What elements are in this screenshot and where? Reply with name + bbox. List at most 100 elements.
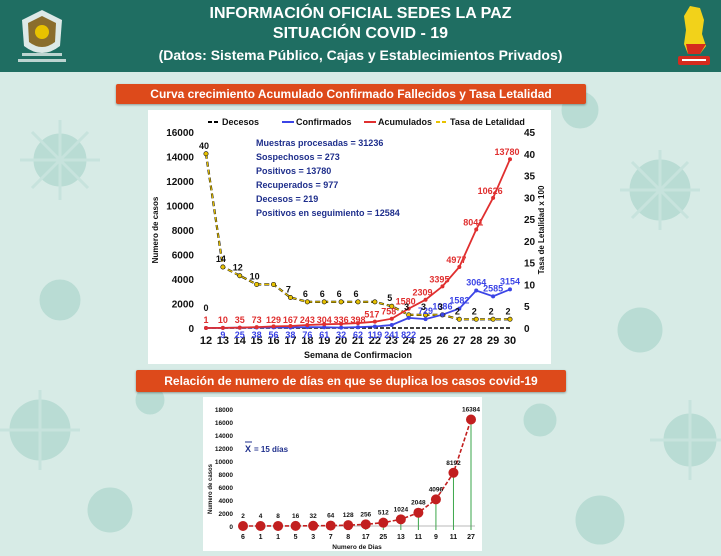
acumulados-label: 4977 (446, 255, 466, 265)
legend-label: Decesos (222, 117, 259, 127)
x-tick-label: 18 (301, 335, 313, 347)
acumulados-label: 336 (334, 315, 349, 325)
y-tick-label: 6000 (219, 485, 234, 492)
x-tick-label: 14 (234, 335, 247, 347)
value-label: 2 (241, 513, 245, 520)
acumulados-point (356, 321, 360, 326)
y-axis-label: Numero de casos (151, 196, 160, 263)
gobernacion-logo (18, 10, 66, 62)
acumulados-point (406, 306, 411, 311)
confirmados-point (491, 294, 496, 299)
x-tick-label: 25 (379, 534, 387, 541)
sedes-logo (678, 6, 710, 65)
letalidad-point (321, 299, 327, 305)
letalidad-point (220, 264, 226, 270)
y-tick-label: 16000 (215, 420, 233, 427)
confirmados-label: 2585 (483, 283, 503, 293)
value-label: 2048 (411, 500, 426, 507)
acumulados-label: 167 (283, 315, 298, 325)
acumulados-label: 2309 (413, 288, 433, 298)
acumulados-label: 10 (218, 315, 228, 325)
acumulados-point (288, 323, 293, 328)
x-tick-label: 27 (467, 534, 475, 541)
acumulados-label: 1 (203, 315, 208, 325)
y2-tick-label: 35 (524, 172, 536, 183)
letalidad-label: 7 (286, 285, 291, 295)
value-label: 32 (310, 513, 318, 520)
letalidad-label: 3 (421, 302, 426, 312)
letalidad-point (456, 316, 462, 322)
confirmados-label: 61 (319, 330, 329, 340)
letalidad-point (254, 281, 260, 287)
y2-tick-label: 15 (524, 259, 536, 270)
letalidad-label: 3 (438, 302, 443, 312)
y-tick-label: 10000 (215, 459, 233, 466)
legend-label: Confirmados (296, 117, 352, 127)
doubling-point (395, 514, 406, 525)
confirmados-point (474, 288, 479, 293)
y2-axis-label: Tasa de Letalidad x 100 (537, 185, 546, 274)
x-tick-label: 8 (346, 534, 350, 541)
chart1-panel: 0 2000 4000 6000 8000 10000 12000 14000 16000 0 5 1… (148, 110, 551, 364)
acumulados-label: 243 (300, 315, 315, 325)
header-subtitle: SITUACIÓN COVID - 19 (272, 25, 449, 42)
letalidad-label: 12 (233, 263, 243, 273)
acumulados-label: 3395 (429, 274, 449, 284)
letalidad-label: 6 (320, 289, 325, 299)
y-tick-label: 14000 (166, 153, 194, 164)
y2-tick-label: 0 (524, 324, 530, 335)
acumulados-label: 73 (252, 315, 262, 325)
confirmados-label: 9 (220, 330, 225, 340)
doubling-chart: 0 2000 4000 6000 8000 10000 12000 14000 16000 180… (208, 407, 480, 551)
letalidad-label: 3 (404, 302, 409, 312)
letalidad-point (338, 299, 344, 305)
value-label: 16384 (462, 407, 480, 414)
doubling-point (360, 519, 371, 530)
y-tick-label: 12000 (215, 446, 233, 453)
x-tick-label: 9 (434, 534, 438, 541)
confirmados-point (322, 325, 327, 330)
confirmados-point (406, 315, 411, 320)
doubling-point (325, 520, 336, 531)
y-tick-label: 4000 (172, 275, 195, 286)
confirmados-point (356, 325, 360, 330)
virus-background (0, 91, 721, 545)
x-tick-label: 7 (329, 534, 333, 541)
acumulados-point (305, 323, 310, 328)
acumulados-label: 1580 (396, 297, 416, 307)
x-tick-label: 3 (311, 534, 315, 541)
acumulados-point (440, 284, 445, 289)
acumulados-point (237, 325, 242, 330)
confirmados-label: 3064 (466, 277, 486, 287)
acumulados-label: 129 (266, 315, 281, 325)
letalidad-label: 6 (337, 289, 342, 299)
confirmados-point (423, 317, 428, 322)
stat-line: Decesos = 219 (256, 194, 318, 204)
confirmados-point (389, 323, 394, 328)
confirmados-label: 38 (252, 330, 262, 340)
acumulados-point (474, 227, 479, 232)
confirmados-point (372, 324, 377, 329)
y2-tick-label: 5 (524, 302, 530, 313)
value-label: 4 (259, 513, 263, 520)
x-tick-label: 1 (259, 534, 263, 541)
x-tick-label: 1 (276, 534, 280, 541)
legend-label: Tasa de Letalidad (450, 117, 525, 127)
chart1-title-banner: Curva crecimiento Acumulado Confirmado F… (116, 84, 586, 104)
letalidad-label: 40 (199, 141, 209, 151)
x-tick-label: 30 (504, 335, 516, 347)
acumulados-point (220, 325, 225, 330)
x-tick-label: 28 (470, 335, 482, 347)
x-tick-label: 19 (318, 335, 330, 347)
letalidad-point (490, 316, 496, 322)
letalidad-point (372, 299, 378, 305)
acumulados-label: 35 (235, 315, 245, 325)
doubling-point (273, 520, 284, 531)
stat-line: Sospechosos = 273 (256, 152, 340, 162)
y2-tick-label: 30 (524, 193, 536, 204)
mean-annotation: = 15 días (254, 445, 289, 454)
acumulados-point (271, 324, 276, 329)
confirmados-point (339, 325, 344, 330)
letalidad-label: 2 (489, 306, 494, 316)
acumulados-point (322, 322, 327, 327)
